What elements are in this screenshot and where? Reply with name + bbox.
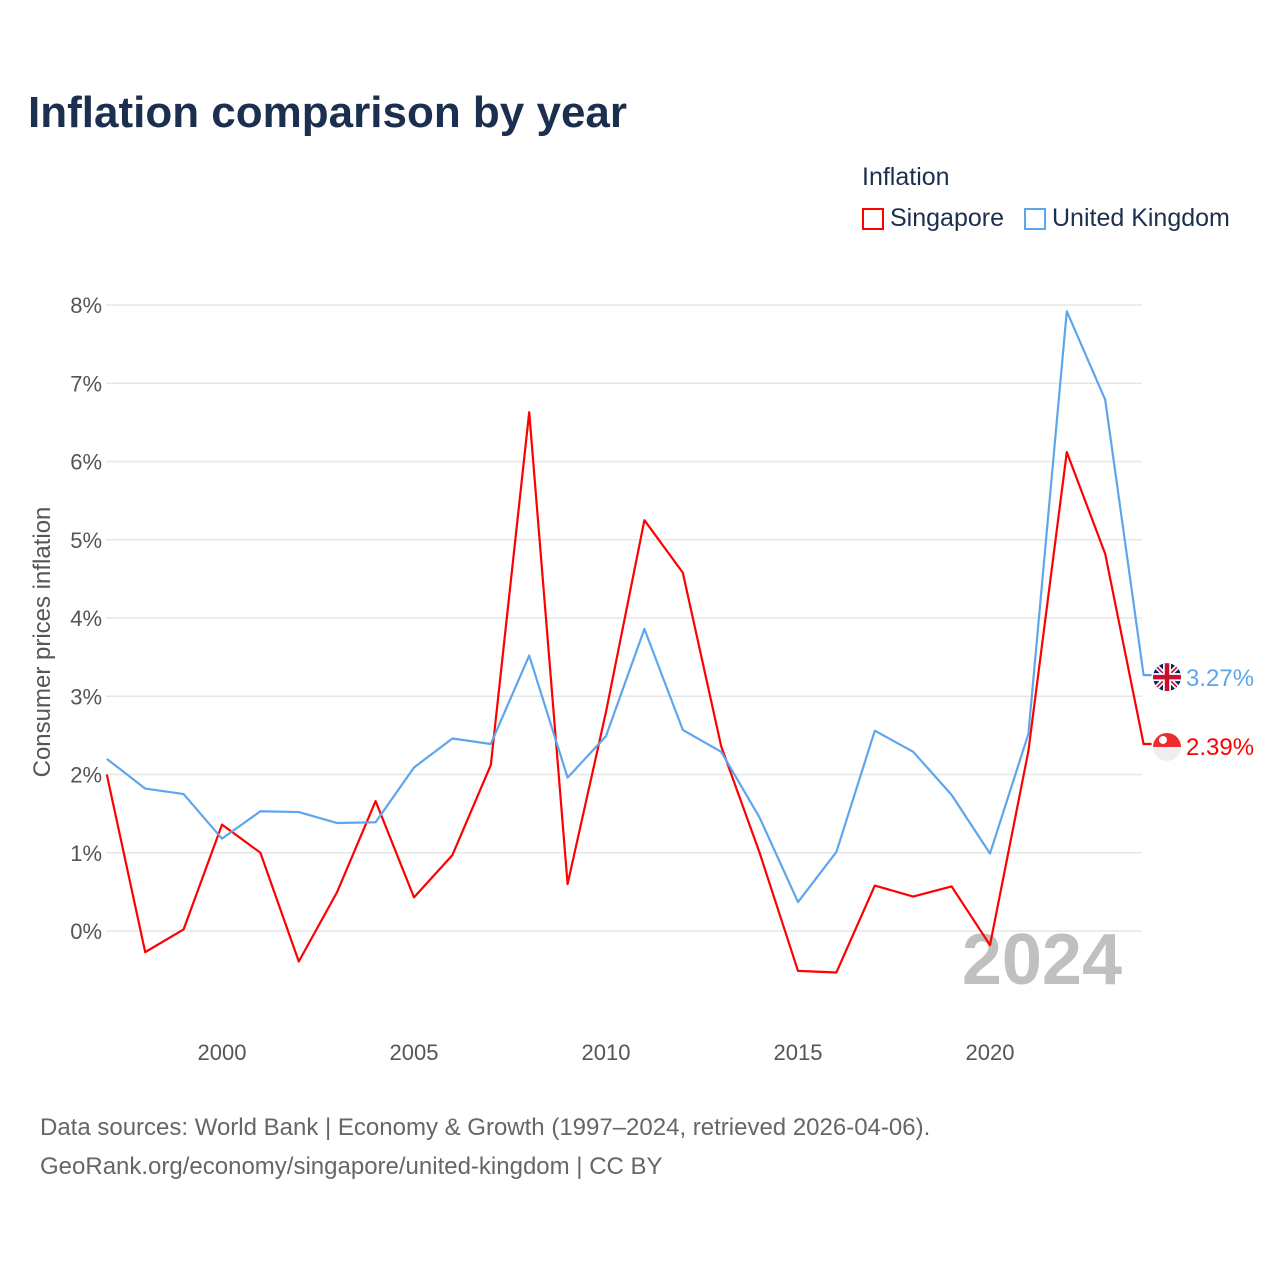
x-tick-label: 2000 <box>198 1040 247 1065</box>
end-value-label: 2.39% <box>1186 734 1254 761</box>
data-source-text: Data sources: World Bank | Economy & Gro… <box>40 1114 931 1141</box>
legend-label: United Kingdom <box>1051 204 1230 232</box>
x-tick-label: 2010 <box>582 1040 631 1065</box>
end-value-label: 3.27% <box>1186 665 1254 692</box>
legend-swatch-united-kingdom <box>1023 207 1046 230</box>
y-axis-label: Consumer prices inflation <box>29 507 56 778</box>
legend: Singapore United Kingdom <box>862 204 1230 233</box>
y-tick-label: 6% <box>70 450 102 475</box>
legend-item-united-kingdom[interactable]: United Kingdom <box>1023 204 1230 233</box>
singapore-flag-icon <box>1153 732 1181 761</box>
series-line-singapore <box>105 411 1152 974</box>
y-tick-label: 7% <box>70 371 102 396</box>
footer: Data sources: World Bank | Economy & Gro… <box>40 1108 930 1186</box>
legend-title: Inflation <box>862 163 950 191</box>
y-tick-label: 0% <box>70 919 102 944</box>
y-tick-label: 2% <box>70 763 102 788</box>
x-tick-label: 2005 <box>390 1040 439 1065</box>
y-tick-label: 5% <box>70 528 102 553</box>
uk-flag-icon <box>1153 663 1181 692</box>
x-tick-label: 2015 <box>774 1040 823 1065</box>
y-tick-label: 3% <box>70 684 102 709</box>
legend-item-singapore[interactable]: Singapore <box>862 204 1004 233</box>
y-tick-label: 1% <box>70 841 102 866</box>
x-tick-label: 2020 <box>966 1040 1015 1065</box>
source-link[interactable]: GeoRank.org/economy/singapore/united-kin… <box>40 1153 663 1180</box>
y-tick-label: 4% <box>70 606 102 631</box>
legend-label: Singapore <box>890 204 1004 232</box>
chart-title: Inflation comparison by year <box>28 88 628 137</box>
y-tick-label: 8% <box>70 293 102 318</box>
series-line-united-kingdom <box>106 310 1152 904</box>
legend-swatch-singapore <box>862 207 884 230</box>
year-watermark: 2024 <box>962 920 1122 1000</box>
